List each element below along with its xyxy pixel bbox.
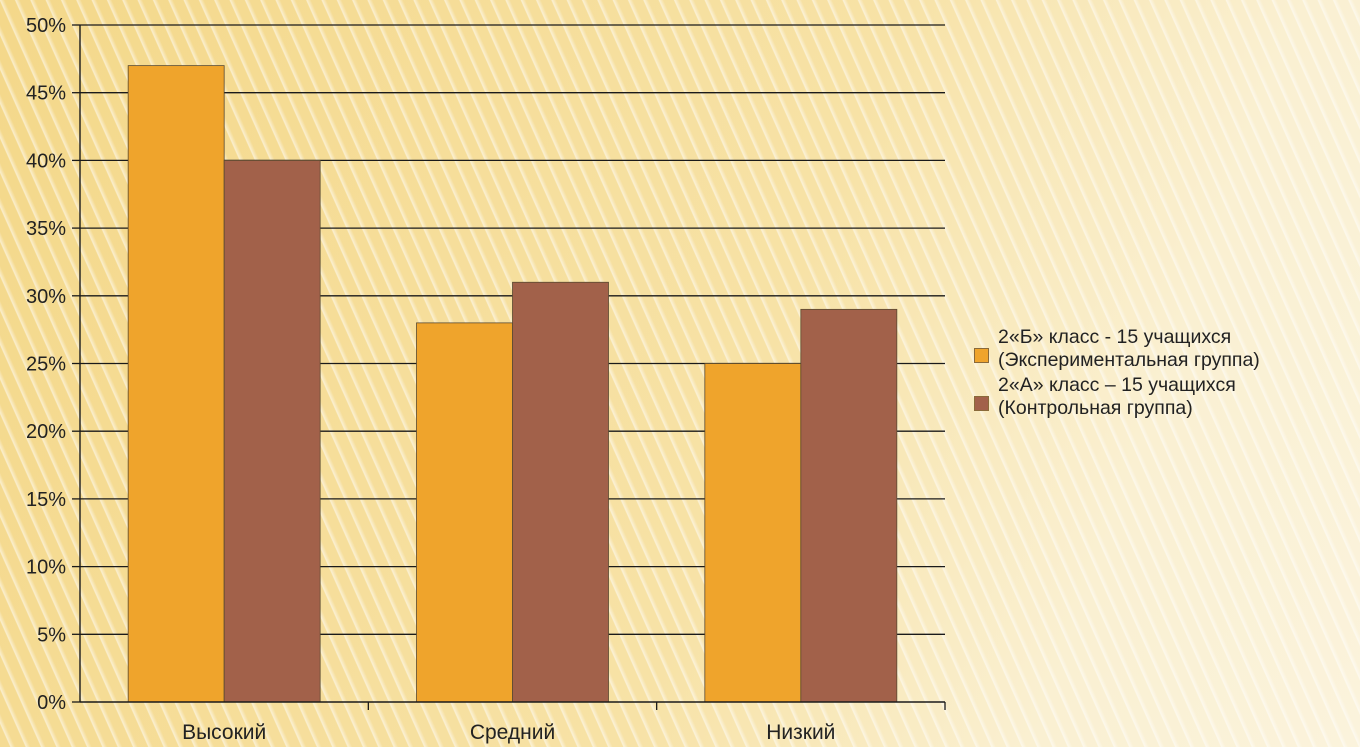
bar [800, 308, 898, 703]
y-tick-label: 25% [26, 354, 66, 376]
x-category-label: Низкий [766, 721, 835, 744]
axes [72, 24, 946, 710]
legend-item-control: 2«А» класс – 15 учащихся (Контрольная гр… [972, 374, 1357, 420]
y-tick-label: 45% [26, 83, 66, 105]
x-category-label: Высокий [182, 721, 266, 744]
y-tick-label: 20% [26, 421, 66, 443]
y-tick-label: 35% [26, 218, 66, 240]
x-category-label: Средний [470, 721, 555, 744]
bar [416, 322, 513, 703]
y-tick-labels: 0% 5% 10% 15% 20% 25% 30% 35% 40% 45% 50% [26, 15, 66, 714]
bar [512, 281, 609, 703]
legend-label-control-line2: (Контрольная группа) [998, 397, 1193, 419]
legend-item-experimental: 2«Б» класс - 15 учащихся (Эксперименталь… [972, 326, 1357, 372]
y-tick-label: 30% [26, 286, 66, 308]
legend: 2«Б» класс - 15 учащихся (Эксперименталь… [972, 326, 1357, 422]
legend-label-experimental-line1: 2«Б» класс - 15 учащихся [998, 326, 1232, 348]
legend-swatch-control [974, 396, 989, 411]
bars [127, 65, 898, 703]
category-labels: Высокий Средний Низкий [182, 721, 835, 744]
y-tick-label: 15% [26, 489, 66, 511]
y-tick-label: 50% [26, 15, 66, 37]
y-tick-label: 10% [26, 557, 66, 579]
bar [704, 363, 802, 703]
y-tick-label: 0% [37, 692, 66, 714]
bar [127, 65, 225, 703]
bar [223, 159, 321, 703]
y-tick-label: 5% [37, 624, 66, 646]
legend-label-control-line1: 2«А» класс – 15 учащихся [998, 374, 1236, 396]
legend-label-experimental-line2: (Экспериментальная группа) [998, 349, 1260, 371]
y-tick-label: 40% [26, 150, 66, 172]
legend-swatch-experimental [974, 348, 989, 363]
